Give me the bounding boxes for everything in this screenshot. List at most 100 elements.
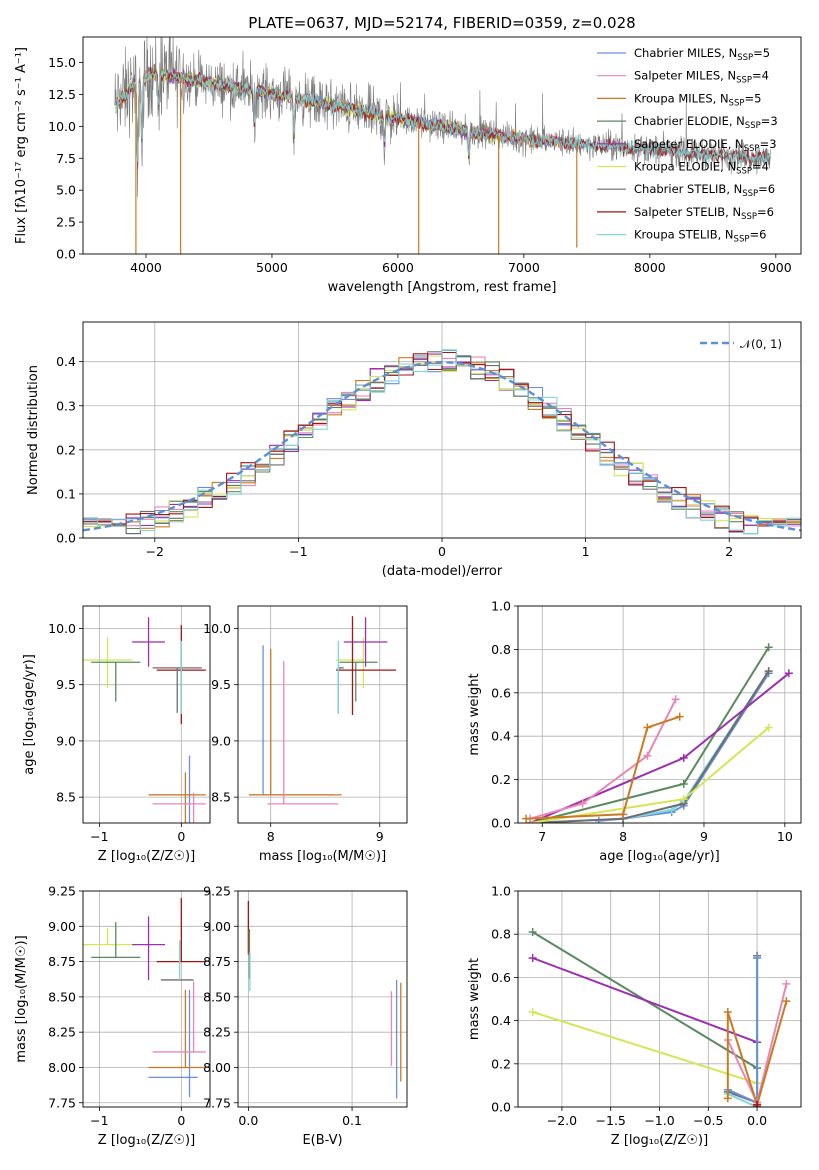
data-point: [91, 922, 141, 959]
y-axis-label: mass weight: [467, 673, 482, 755]
x-tick-label: −0.5: [693, 1113, 723, 1128]
series-marker: [528, 928, 537, 937]
series-marker: [578, 799, 587, 808]
legend-label-sub: SSP: [736, 76, 752, 86]
model-spectrum: [115, 68, 771, 165]
y-tick-label: 7.5: [56, 151, 76, 166]
series-marker: [782, 997, 791, 1006]
series-line: [526, 715, 681, 820]
data-point: [267, 661, 339, 805]
y-tick-label: 8.75: [203, 954, 231, 969]
y-tick-label: 9.00: [203, 919, 231, 934]
legend-label-main: Salpeter STELIB, N: [634, 205, 741, 219]
axes-frame: [237, 890, 408, 1108]
legend-label: Salpeter MILES, NSSP=4: [634, 69, 769, 86]
legend-label-main: Chabrier MILES, N: [634, 46, 737, 60]
panel-mass-vs-Z: −1 0 7.75 8.00 8.25 8.50 8.75 9.00 9.25 Z [log₁₀(…: [14, 884, 211, 1148]
series-marker: [643, 723, 652, 732]
x-tick-label: 0: [177, 829, 185, 844]
series-marker: [764, 723, 773, 732]
axes-frame: [82, 605, 211, 824]
data-point: [152, 981, 206, 1053]
plot-area: [83, 898, 206, 1098]
y-tick-label: 0.4: [491, 729, 511, 744]
panel-mw-vs-Z: −2.0 −1.5 −1.0 −0.5 0.0 0.0 0.2 0.4 0.6 0.8 1.0 Z […: [467, 884, 802, 1148]
legend-label: Chabrier ELODIE, NSSP=3: [634, 114, 778, 131]
data-point: [156, 898, 206, 963]
series-marker: [528, 953, 537, 962]
x-axis-label: (data-model)/error: [382, 564, 503, 579]
data-point: [336, 616, 397, 716]
x-tick-label: 7000: [508, 260, 540, 275]
data-point: [248, 648, 342, 796]
data-point: [336, 640, 341, 714]
y-tick-label: 8.25: [48, 1025, 76, 1040]
series-marker: [522, 814, 531, 823]
series: [526, 667, 773, 823]
y-tick-label: 9.0: [211, 733, 231, 748]
series-marker: [753, 1100, 762, 1107]
axes-frame: [82, 890, 211, 1108]
panel-spectrum: 4000 5000 6000 7000 8000 9000 0.0 2.5 5.0 7.5 10.0…: [14, 14, 802, 295]
legend-label-main: Kroupa ELODIE, N: [634, 160, 736, 174]
legend-label-main: Chabrier STELIB, N: [634, 182, 742, 196]
series-line: [532, 957, 758, 1044]
y-tick-label: 7.75: [48, 1095, 76, 1110]
y-tick-label: 0.3: [56, 398, 76, 413]
y-tick-label: 2.5: [56, 215, 76, 230]
x-tick-label: −2: [146, 544, 164, 559]
data-point: [152, 667, 202, 713]
x-tick-label: 4000: [130, 260, 162, 275]
y-axis-label: age [log₁₀(age/yr)]: [22, 654, 37, 775]
gridlines: [83, 606, 210, 823]
legend-label-suffix: =6: [757, 205, 774, 219]
x-axis-label: age [log₁₀(age/yr)]: [599, 849, 720, 864]
panel-mw-vs-age: 7 8 9 10 0.0 0.2 0.4 0.6 0.8 1.0 age [log₁₀(age/yr…: [467, 599, 802, 864]
y-tick-label: 0.4: [56, 354, 76, 369]
series-marker: [679, 753, 688, 762]
y-tick-label: 9.5: [56, 677, 76, 692]
plot-area: [248, 616, 397, 805]
series: [526, 667, 773, 823]
data-point: [343, 617, 388, 667]
series-line: [529, 698, 677, 820]
legend-label: Kroupa STELIB, NSSP=6: [634, 228, 766, 245]
series-line: [530, 670, 770, 823]
data-point: [148, 755, 198, 823]
gridlines: [83, 890, 210, 1107]
y-tick-label: 10.0: [203, 621, 231, 636]
series: [528, 1007, 762, 1088]
x-axis-label: E(B-V): [302, 1133, 342, 1148]
y-tick-label: 15.0: [48, 55, 76, 70]
x-tick-label: 6000: [382, 260, 414, 275]
series-line: [529, 672, 790, 823]
x-tick-label: −1: [90, 829, 108, 844]
x-axis-label: Z [log₁₀(Z/Z☉)]: [98, 1133, 195, 1148]
data-point: [248, 645, 334, 796]
y-tick-label: 10.0: [48, 621, 76, 636]
legend-label-sub: SSP: [729, 98, 745, 108]
y-axis-label: Flux [fλ10⁻¹⁷ erg cm⁻² s⁻¹ A⁻¹]: [14, 47, 29, 244]
series-line: [530, 670, 770, 823]
axes-frame: [517, 890, 802, 1108]
normal-curve: [83, 360, 801, 532]
legend-label: Kroupa MILES, NSSP=5: [634, 91, 761, 108]
x-tick-label: 7: [538, 829, 546, 844]
x-tick-label: −1.0: [644, 1113, 674, 1128]
legend-label-suffix: =5: [753, 46, 770, 60]
y-tick-label: 9.0: [56, 733, 76, 748]
y-tick-label: 0.2: [491, 1056, 511, 1071]
series: [526, 695, 680, 823]
legend-label-suffix: =4: [752, 160, 769, 174]
axes-frame: [517, 605, 802, 824]
plot-area: [83, 349, 801, 535]
series-line: [529, 646, 770, 823]
y-tick-label: 9.00: [48, 919, 76, 934]
y-tick-label: 0.0: [491, 1100, 511, 1115]
series-marker: [753, 953, 762, 962]
data-point: [91, 661, 141, 702]
x-tick-label: 2: [725, 544, 733, 559]
series-marker: [679, 779, 688, 788]
legend-label-suffix: =6: [749, 228, 766, 242]
